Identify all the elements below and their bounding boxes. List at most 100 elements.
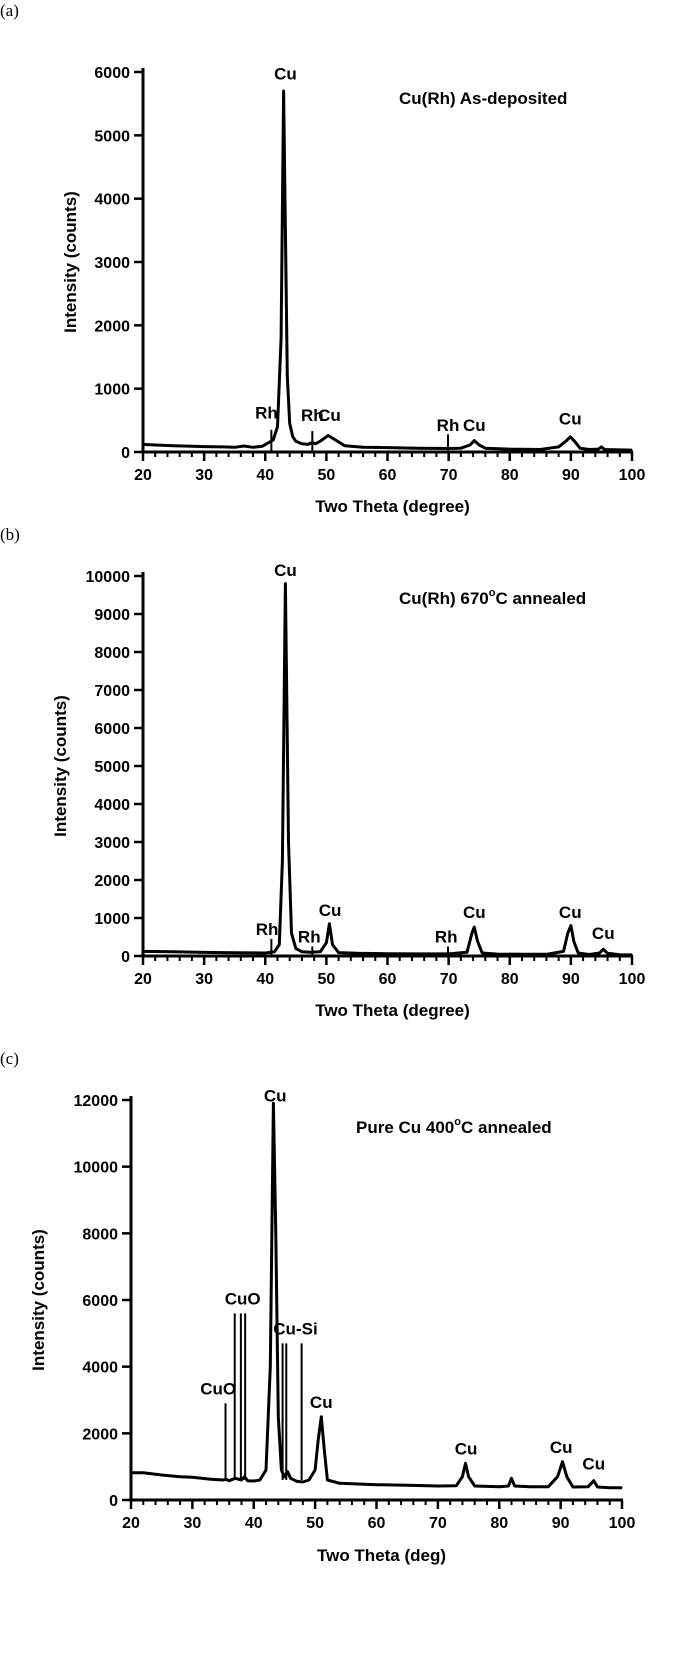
y-tick-label: 9000 <box>94 607 130 624</box>
data-point <box>593 1480 595 1482</box>
peak-annotation: Rh <box>435 928 458 947</box>
data-point <box>287 841 290 843</box>
x-tick-label: 20 <box>134 971 152 988</box>
x-axis-title: Two Theta (deg) <box>317 1546 446 1565</box>
x-tick-label: 70 <box>440 971 458 988</box>
data-point <box>234 952 236 954</box>
data-point <box>406 1484 408 1486</box>
y-tick-label: 6000 <box>94 65 130 82</box>
data-point <box>261 445 263 447</box>
y-tick-label: 0 <box>121 445 130 462</box>
x-tick-label: 50 <box>317 467 335 484</box>
x-tick-label: 30 <box>183 1515 201 1532</box>
peak-annotation: Cu <box>318 406 341 425</box>
data-point <box>272 1102 274 1104</box>
data-point <box>142 950 144 953</box>
data-point <box>243 1476 246 1478</box>
x-tick-label: 50 <box>317 971 335 988</box>
y-tick-label: 2000 <box>94 318 130 335</box>
panel-title: Cu(Rh) As-deposited <box>399 89 567 108</box>
data-point <box>507 1485 510 1487</box>
data-point <box>565 440 568 442</box>
data-point <box>264 952 266 954</box>
x-tick-label: 90 <box>552 1515 570 1532</box>
data-point <box>222 1479 224 1481</box>
data-point <box>588 448 590 451</box>
data-point <box>602 948 604 950</box>
data-point <box>278 944 280 946</box>
data-point <box>272 439 274 441</box>
x-tick-label: 20 <box>122 1515 140 1532</box>
data-point <box>234 1477 236 1479</box>
data-point <box>286 375 288 377</box>
peak-annotation: Cu <box>274 561 297 580</box>
y-tick-label: 4000 <box>94 797 130 814</box>
data-point <box>295 947 297 950</box>
peak-annotation: Rh <box>301 406 324 425</box>
data-point <box>289 1477 292 1479</box>
data-point <box>600 446 603 448</box>
data-point <box>461 1476 464 1478</box>
data-point <box>362 446 364 448</box>
data-point <box>417 447 419 449</box>
data-point <box>498 1486 500 1488</box>
data-point <box>310 951 312 953</box>
data-point <box>469 444 471 446</box>
data-point <box>588 953 590 956</box>
data-point <box>311 441 313 444</box>
panel-title-superscript: o <box>454 1116 461 1128</box>
y-tick-label: 0 <box>121 949 130 966</box>
y-tick-label: 1000 <box>94 911 130 928</box>
data-point <box>561 1461 564 1463</box>
data-point <box>275 1232 277 1234</box>
peak-annotation: Cu <box>592 924 615 943</box>
panel-title: Pure Cu 400oC annealed <box>356 1116 552 1137</box>
data-point <box>326 1479 328 1481</box>
data-point <box>191 445 193 447</box>
panel-title-superscript: o <box>489 587 496 599</box>
data-point <box>228 1480 230 1482</box>
data-point <box>325 942 327 944</box>
panel-title-suffix: C annealed <box>461 1118 552 1137</box>
peak-annotation: Cu <box>559 410 582 429</box>
data-point <box>308 1479 310 1481</box>
data-point <box>529 1486 531 1488</box>
peak-annotation: Cu <box>264 1086 287 1105</box>
y-axis-title: Intensity (counts) <box>61 191 80 333</box>
data-point <box>268 441 270 444</box>
x-tick-label: 70 <box>429 1515 447 1532</box>
peak-annotation: Cu <box>310 1393 333 1412</box>
y-tick-label: 6000 <box>82 1293 118 1310</box>
data-point <box>473 440 475 442</box>
data-point <box>496 953 499 955</box>
data-point <box>570 925 572 927</box>
data-point <box>621 1487 623 1489</box>
y-tick-label: 7000 <box>94 683 130 700</box>
data-point <box>252 446 254 448</box>
x-tick-label: 90 <box>562 467 580 484</box>
y-tick-label: 5000 <box>94 759 130 776</box>
y-tick-label: 5000 <box>94 128 130 145</box>
data-point <box>142 443 144 445</box>
peak-annotation: Rh <box>298 928 321 947</box>
data-point <box>191 1476 193 1478</box>
chart-panel-1: (a)20 30 40 50 60 70 80 90 100010002000300040005… <box>0 1 645 516</box>
data-point <box>467 1476 470 1478</box>
data-point <box>481 952 483 954</box>
data-point <box>307 443 309 445</box>
data-point <box>277 1416 279 1418</box>
data-point <box>269 1366 271 1368</box>
peak-annotation: CuO <box>200 1380 236 1399</box>
data-point <box>247 1480 249 1482</box>
data-point <box>203 446 205 448</box>
data-point <box>276 426 279 428</box>
peak-annotation: Cu <box>455 1440 478 1459</box>
data-point <box>334 439 337 441</box>
data-point <box>314 1469 316 1471</box>
data-point <box>558 446 560 448</box>
y-tick-label: 2000 <box>94 873 130 890</box>
data-point <box>448 953 450 955</box>
data-point <box>460 447 462 449</box>
xrd-pattern-line <box>131 1101 622 1490</box>
